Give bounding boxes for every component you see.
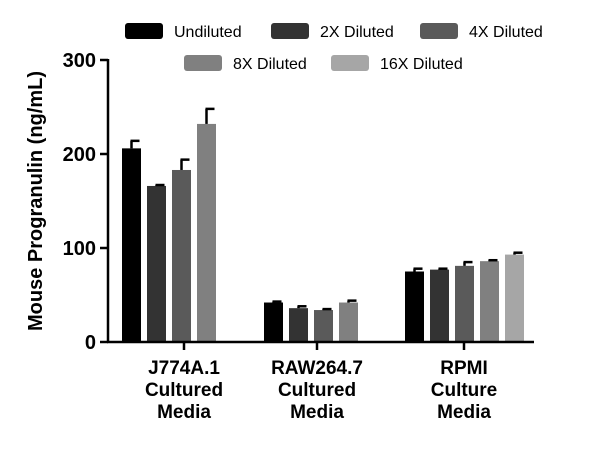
bar: [122, 148, 141, 342]
legend-label: 16X Diluted: [380, 56, 463, 73]
legend-item: Undiluted: [125, 23, 242, 41]
y-tick-label: 0: [85, 332, 96, 354]
bar: [264, 302, 283, 342]
legend-item: 4X Diluted: [420, 23, 543, 41]
legend-label: Undiluted: [174, 24, 242, 41]
legend-item: 2X Diluted: [271, 23, 394, 41]
bar: [289, 308, 308, 342]
y-axis: 0 100 200 300: [63, 50, 110, 354]
legend-swatch: [420, 23, 458, 39]
legend-swatch: [125, 23, 163, 39]
legend-item: 8X Diluted: [184, 55, 307, 73]
bar: [314, 310, 333, 342]
bar: [430, 269, 449, 342]
y-tick-label: 200: [63, 144, 96, 166]
legend-item: 16X Diluted: [331, 55, 463, 73]
legend: Undiluted 2X Diluted 4X Diluted 8X Diluted 1…: [125, 23, 543, 73]
legend-label: 8X Diluted: [233, 56, 307, 73]
legend-label: 2X Diluted: [320, 24, 394, 41]
bar: [172, 169, 191, 342]
bar: [505, 254, 524, 342]
x-axis: J774A.1 Cultured Media RAW264.7 Cultured Medi…: [107, 340, 534, 423]
bar: [405, 271, 424, 342]
bar: [480, 261, 499, 342]
legend-swatch: [331, 55, 369, 71]
x-tick-label: RAW264.7 Cultured Media: [271, 358, 363, 423]
y-tick-label: 100: [63, 238, 96, 260]
y-axis-label: Mouse Progranulin (ng/mL): [25, 71, 47, 331]
bar: [197, 123, 216, 342]
bars: [122, 107, 524, 342]
bar: [147, 185, 166, 342]
legend-swatch: [184, 55, 222, 71]
x-tick-label: RPMI Culture Media: [431, 358, 498, 423]
bar: [339, 302, 358, 342]
legend-swatch: [271, 23, 309, 39]
bar: [455, 265, 474, 342]
y-tick-label: 300: [63, 50, 96, 72]
x-tick-label: J774A.1 Cultured Media: [145, 358, 223, 423]
legend-label: 4X Diluted: [469, 24, 543, 41]
